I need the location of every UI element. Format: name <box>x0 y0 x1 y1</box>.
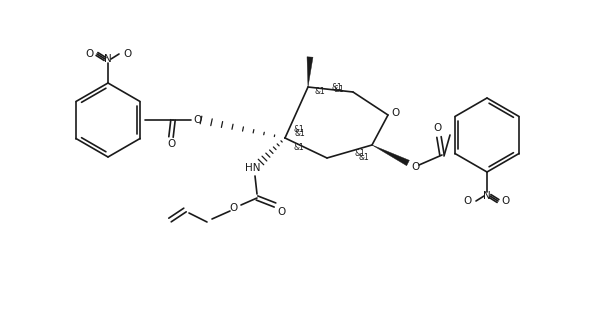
Polygon shape <box>372 145 409 166</box>
Text: N: N <box>104 54 112 64</box>
Text: &1: &1 <box>295 128 305 138</box>
Text: &1: &1 <box>359 152 370 161</box>
Text: O: O <box>464 196 472 206</box>
Text: O: O <box>502 196 510 206</box>
Text: &1: &1 <box>315 87 326 96</box>
Text: O: O <box>433 123 441 133</box>
Text: &1: &1 <box>355 148 365 157</box>
Text: &1: &1 <box>332 82 343 91</box>
Text: &1: &1 <box>294 125 305 135</box>
Text: &1: &1 <box>333 84 344 93</box>
Text: &1: &1 <box>294 144 305 152</box>
Text: O: O <box>229 203 237 213</box>
Text: HN: HN <box>245 163 260 173</box>
Text: O: O <box>194 115 202 125</box>
Text: O: O <box>167 139 175 149</box>
Polygon shape <box>307 57 313 87</box>
Text: O: O <box>123 49 131 59</box>
Text: O: O <box>392 108 400 118</box>
Text: N: N <box>483 191 491 201</box>
Text: O: O <box>411 162 419 172</box>
Text: O: O <box>85 49 93 59</box>
Text: O: O <box>278 207 286 217</box>
